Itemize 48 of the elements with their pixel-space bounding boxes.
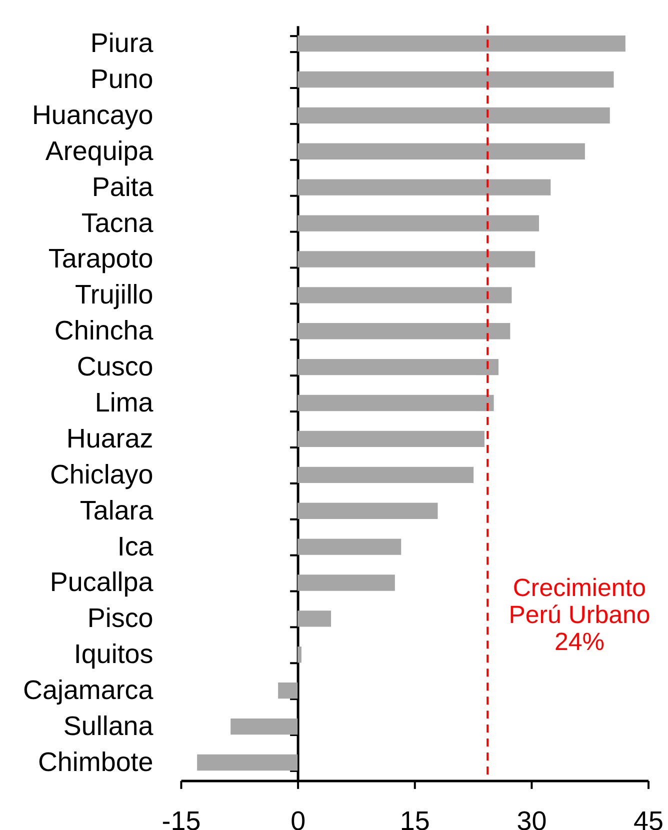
bar	[197, 754, 298, 771]
x-tick-label: 15	[400, 806, 430, 830]
x-tick-label: 45	[634, 806, 664, 830]
y-tick-label: Cusco	[76, 352, 154, 382]
y-tick-label: Chimbote	[38, 746, 154, 777]
y-tick-label: Lima	[94, 388, 154, 418]
bar	[298, 179, 551, 196]
bar	[298, 143, 585, 160]
bar	[298, 287, 512, 304]
bar	[298, 430, 484, 448]
bar	[298, 358, 498, 376]
bar	[298, 323, 510, 340]
bar	[298, 466, 474, 484]
y-tick-label: Ica	[117, 531, 154, 562]
bar	[298, 610, 332, 627]
y-tick-label: Huancayo	[32, 100, 154, 130]
bar	[298, 502, 438, 519]
bar	[298, 215, 539, 232]
y-tick-label: Trujillo	[74, 280, 154, 310]
bar	[298, 646, 302, 663]
y-tick-label: Huaraz	[66, 423, 154, 454]
y-tick-label: Iquitos	[74, 639, 154, 670]
y-tick-label: Cajamarca	[23, 675, 154, 706]
y-tick-label: Sullana	[63, 711, 154, 742]
y-tick-label: Pisco	[87, 603, 154, 634]
bar	[298, 394, 494, 412]
bar	[298, 574, 395, 591]
bar	[230, 718, 298, 735]
y-tick-label: Pucallpa	[50, 567, 154, 598]
x-tick-label: 30	[516, 806, 547, 830]
y-tick-label: Paita	[92, 172, 154, 202]
y-tick-label: Arequipa	[45, 136, 154, 166]
y-tick-label: Chincha	[54, 316, 154, 346]
x-tick-label: 0	[290, 806, 306, 830]
bar	[298, 107, 610, 124]
bar	[298, 71, 614, 88]
y-tick-label: Puno	[90, 64, 154, 94]
y-tick-label: Tacna	[81, 208, 154, 238]
bar	[298, 538, 402, 555]
bar	[298, 251, 536, 268]
y-tick-label: Talara	[80, 495, 154, 526]
bar	[298, 35, 626, 52]
bar	[278, 682, 298, 699]
y-tick-label: Tarapoto	[48, 244, 154, 274]
ref-line-label: Crecimiento Perú Urbano 24%	[508, 574, 650, 656]
y-tick-label: Piura	[90, 28, 154, 58]
y-tick-label: Chiclayo	[50, 459, 154, 490]
x-tick-label: -15	[162, 806, 201, 830]
